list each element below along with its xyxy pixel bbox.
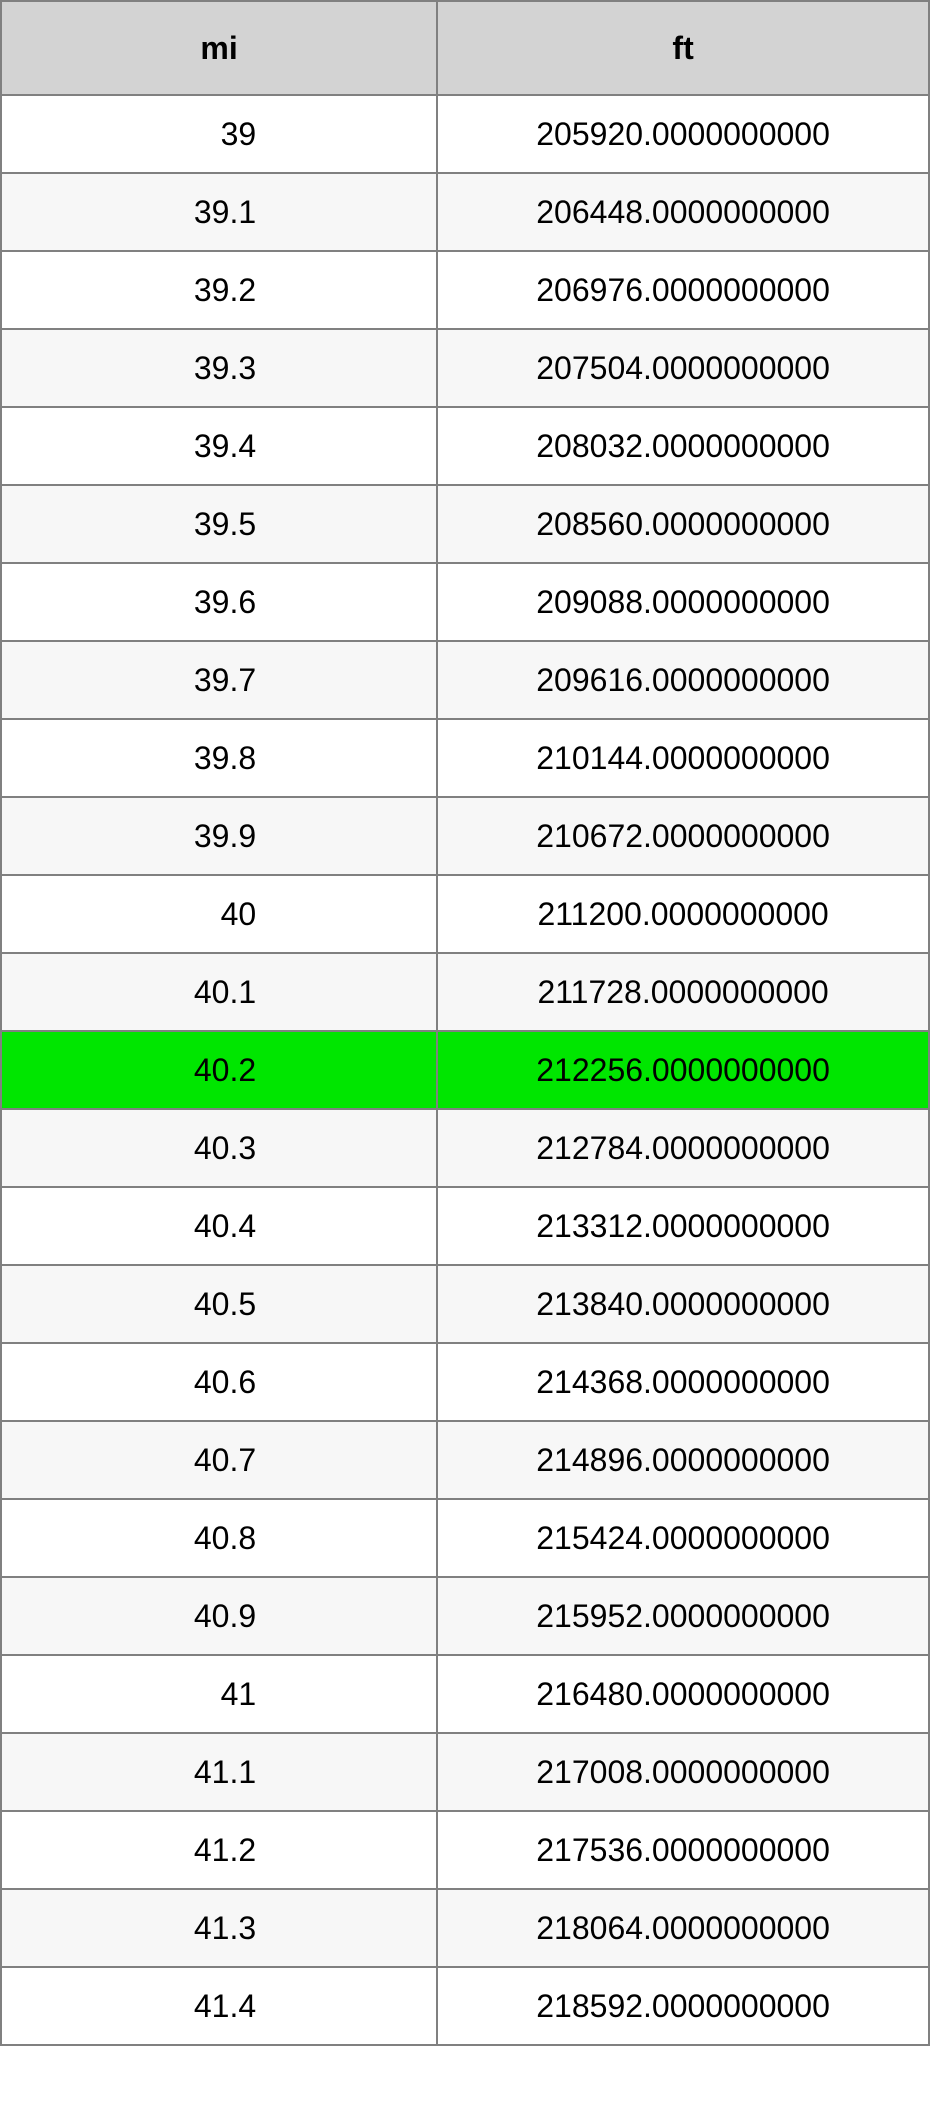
cell-mi: 40.6 — [1, 1343, 437, 1421]
cell-ft: 217008.0000000000 — [437, 1733, 929, 1811]
cell-mi: 40.5 — [1, 1265, 437, 1343]
cell-ft: 207504.0000000000 — [437, 329, 929, 407]
table-body: 39205920.000000000039.1206448.0000000000… — [1, 95, 929, 2045]
column-header-mi: mi — [1, 1, 437, 95]
cell-ft: 209616.0000000000 — [437, 641, 929, 719]
cell-ft: 208032.0000000000 — [437, 407, 929, 485]
cell-ft: 215952.0000000000 — [437, 1577, 929, 1655]
cell-mi: 39.2 — [1, 251, 437, 329]
table-row: 39.4208032.0000000000 — [1, 407, 929, 485]
cell-ft: 218592.0000000000 — [437, 1967, 929, 2045]
table-header-row: mi ft — [1, 1, 929, 95]
cell-ft: 209088.0000000000 — [437, 563, 929, 641]
cell-mi: 41.3 — [1, 1889, 437, 1967]
cell-mi: 40.9 — [1, 1577, 437, 1655]
table-row: 40.4213312.0000000000 — [1, 1187, 929, 1265]
cell-mi: 40.3 — [1, 1109, 437, 1187]
cell-mi: 41.2 — [1, 1811, 437, 1889]
cell-ft: 208560.0000000000 — [437, 485, 929, 563]
cell-mi: 39.7 — [1, 641, 437, 719]
table-row: 39205920.0000000000 — [1, 95, 929, 173]
cell-mi: 40.4 — [1, 1187, 437, 1265]
cell-ft: 214368.0000000000 — [437, 1343, 929, 1421]
cell-mi: 39.1 — [1, 173, 437, 251]
table-row: 40.3212784.0000000000 — [1, 1109, 929, 1187]
table-row: 39.6209088.0000000000 — [1, 563, 929, 641]
cell-ft: 218064.0000000000 — [437, 1889, 929, 1967]
table-row: 40.8215424.0000000000 — [1, 1499, 929, 1577]
cell-ft: 217536.0000000000 — [437, 1811, 929, 1889]
table-row: 41216480.0000000000 — [1, 1655, 929, 1733]
cell-mi: 41 — [1, 1655, 437, 1733]
conversion-table: mi ft 39205920.000000000039.1206448.0000… — [0, 0, 930, 2046]
cell-ft: 211728.0000000000 — [437, 953, 929, 1031]
table-row: 40.5213840.0000000000 — [1, 1265, 929, 1343]
table-row: 39.1206448.0000000000 — [1, 173, 929, 251]
table-row: 39.2206976.0000000000 — [1, 251, 929, 329]
cell-mi: 39.8 — [1, 719, 437, 797]
cell-mi: 40.2 — [1, 1031, 437, 1109]
table-row: 39.8210144.0000000000 — [1, 719, 929, 797]
cell-mi: 40.8 — [1, 1499, 437, 1577]
cell-ft: 205920.0000000000 — [437, 95, 929, 173]
table-row: 41.4218592.0000000000 — [1, 1967, 929, 2045]
cell-ft: 215424.0000000000 — [437, 1499, 929, 1577]
cell-mi: 39.3 — [1, 329, 437, 407]
cell-ft: 213840.0000000000 — [437, 1265, 929, 1343]
cell-mi: 40.7 — [1, 1421, 437, 1499]
cell-ft: 212256.0000000000 — [437, 1031, 929, 1109]
cell-mi: 41.4 — [1, 1967, 437, 2045]
table-row: 41.2217536.0000000000 — [1, 1811, 929, 1889]
table-row: 39.3207504.0000000000 — [1, 329, 929, 407]
cell-ft: 216480.0000000000 — [437, 1655, 929, 1733]
table-row: 41.3218064.0000000000 — [1, 1889, 929, 1967]
table-row: 40.7214896.0000000000 — [1, 1421, 929, 1499]
cell-ft: 213312.0000000000 — [437, 1187, 929, 1265]
cell-ft: 210144.0000000000 — [437, 719, 929, 797]
table-row: 41.1217008.0000000000 — [1, 1733, 929, 1811]
cell-mi: 39.4 — [1, 407, 437, 485]
cell-ft: 206448.0000000000 — [437, 173, 929, 251]
cell-mi: 40.1 — [1, 953, 437, 1031]
table-row: 40.6214368.0000000000 — [1, 1343, 929, 1421]
cell-ft: 206976.0000000000 — [437, 251, 929, 329]
table-row: 40.2212256.0000000000 — [1, 1031, 929, 1109]
cell-ft: 211200.0000000000 — [437, 875, 929, 953]
cell-ft: 212784.0000000000 — [437, 1109, 929, 1187]
cell-mi: 39.9 — [1, 797, 437, 875]
table-row: 39.7209616.0000000000 — [1, 641, 929, 719]
conversion-table-wrapper: mi ft 39205920.000000000039.1206448.0000… — [0, 0, 930, 2046]
cell-mi: 41.1 — [1, 1733, 437, 1811]
cell-mi: 39.6 — [1, 563, 437, 641]
table-row: 40.9215952.0000000000 — [1, 1577, 929, 1655]
table-row: 40.1211728.0000000000 — [1, 953, 929, 1031]
table-row: 40211200.0000000000 — [1, 875, 929, 953]
table-row: 39.5208560.0000000000 — [1, 485, 929, 563]
cell-ft: 214896.0000000000 — [437, 1421, 929, 1499]
table-row: 39.9210672.0000000000 — [1, 797, 929, 875]
cell-mi: 39.5 — [1, 485, 437, 563]
column-header-ft: ft — [437, 1, 929, 95]
cell-mi: 39 — [1, 95, 437, 173]
cell-ft: 210672.0000000000 — [437, 797, 929, 875]
cell-mi: 40 — [1, 875, 437, 953]
